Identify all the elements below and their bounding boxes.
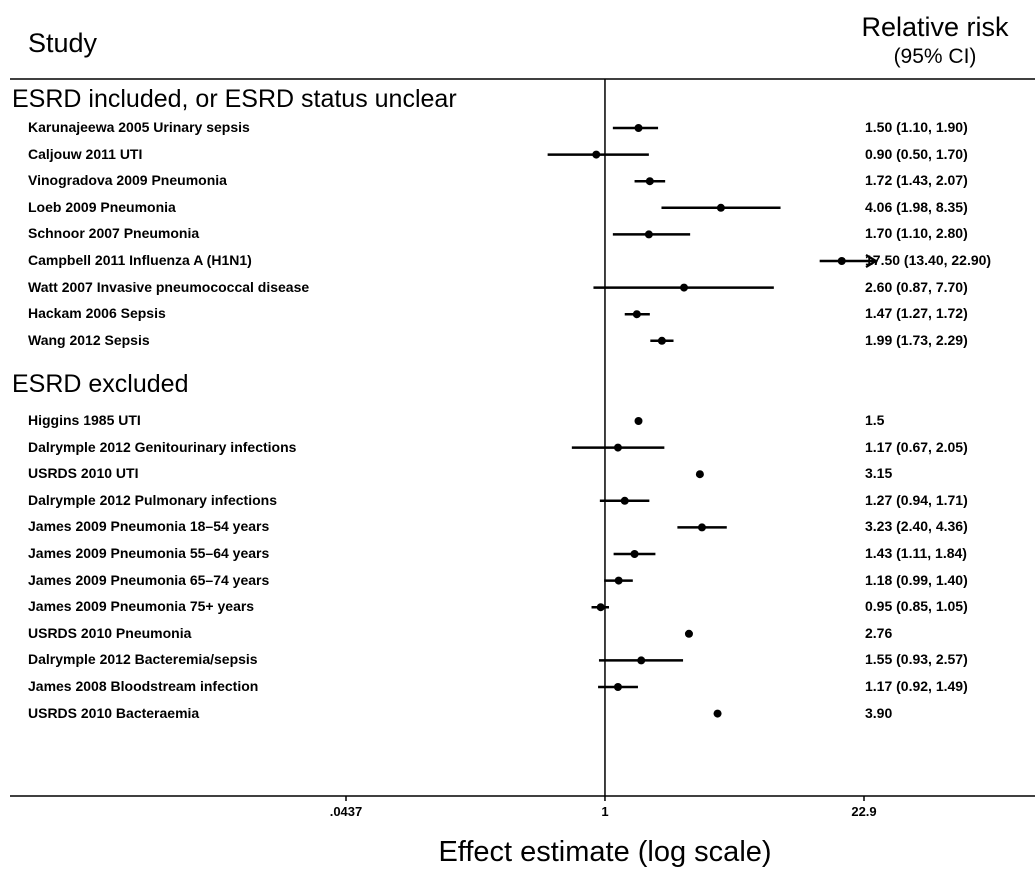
point-estimate-1-0 xyxy=(634,417,643,425)
estimate-label-1-1: 1.17 (0.67, 2.05) xyxy=(865,438,968,455)
estimate-label-0-3: 4.06 (1.98, 8.35) xyxy=(865,198,968,215)
study-label-0-0: Karunajeewa 2005 Urinary sepsis xyxy=(28,119,250,135)
estimate-label-1-6: 1.18 (0.99, 1.40) xyxy=(865,571,968,588)
estimate-label-0-8: 1.99 (1.73, 2.29) xyxy=(865,331,968,348)
x-tick-label-2: 22.9 xyxy=(851,804,877,819)
estimate-label-1-9: 1.55 (0.93, 2.57) xyxy=(865,651,968,668)
estimate-label-1-5: 1.43 (1.11, 1.84) xyxy=(865,545,967,561)
estimate-label-1-10: 1.17 (0.92, 1.49) xyxy=(865,678,968,694)
estimate-label-1-4: 3.23 (2.40, 4.36) xyxy=(865,518,968,535)
study-label-0-6: Watt 2007 Invasive pneumococcal disease xyxy=(28,278,310,295)
ci-arrow-0-5 xyxy=(865,254,879,268)
study-label-1-10: James 2008 Bloodstream infection xyxy=(28,678,259,694)
point-estimate-0-4 xyxy=(644,230,653,239)
ci-header: (95% CI) xyxy=(893,45,977,68)
study-label-1-6: James 2009 Pneumonia 65–74 years xyxy=(28,571,270,588)
estimate-label-1-7: 0.95 (0.85, 1.05) xyxy=(865,598,968,615)
point-estimate-0-0 xyxy=(634,124,643,132)
study-label-1-9: Dalrymple 2012 Bacteremia/sepsis xyxy=(28,651,258,668)
study-label-0-2: Vinogradova 2009 Pneumonia xyxy=(28,172,227,189)
estimate-label-0-2: 1.72 (1.43, 2.07) xyxy=(865,172,968,189)
study-label-0-8: Wang 2012 Sepsis xyxy=(28,331,150,348)
point-estimate-1-9 xyxy=(637,656,646,665)
point-estimate-1-11 xyxy=(713,709,722,718)
point-estimate-1-7 xyxy=(596,603,605,612)
estimate-label-0-4: 1.70 (1.10, 2.80) xyxy=(865,225,968,242)
section-title-0: ESRD included, or ESRD status unclear xyxy=(12,85,457,113)
estimate-label-0-7: 1.47 (1.27, 1.72) xyxy=(865,305,968,322)
study-label-1-0: Higgins 1985 UTI xyxy=(28,412,141,428)
point-estimate-0-3 xyxy=(716,203,725,212)
study-label-0-1: Caljouw 2011 UTI xyxy=(28,145,143,162)
estimate-label-1-11: 3.90 xyxy=(865,704,893,721)
x-tick-label-0: .0437 xyxy=(329,804,363,819)
study-label-1-2: USRDS 2010 UTI xyxy=(28,465,139,482)
study-label-1-8: USRDS 2010 Pneumonia xyxy=(28,624,192,641)
estimate-label-0-5: 17.50 (13.40, 22.90) xyxy=(865,252,992,268)
point-estimate-1-3 xyxy=(620,496,629,505)
point-estimate-0-2 xyxy=(645,177,654,186)
estimate-label-0-6: 2.60 (0.87, 7.70) xyxy=(865,278,968,295)
relative-risk-header: Relative risk xyxy=(861,12,1009,42)
point-estimate-0-8 xyxy=(657,336,666,345)
point-estimate-1-10 xyxy=(613,683,622,691)
study-label-1-7: James 2009 Pneumonia 75+ years xyxy=(28,598,255,615)
study-label-0-4: Schnoor 2007 Pneumonia xyxy=(28,225,200,242)
study-label-1-1: Dalrymple 2012 Genitourinary infections xyxy=(28,438,297,455)
estimate-label-1-2: 3.15 xyxy=(865,465,893,482)
point-estimate-1-1 xyxy=(613,443,622,452)
section-title-1: ESRD excluded xyxy=(12,370,189,398)
point-estimate-1-4 xyxy=(697,523,706,532)
study-label-1-11: USRDS 2010 Bacteraemia xyxy=(28,704,200,721)
point-estimate-1-8 xyxy=(684,629,693,638)
study-header: Study xyxy=(28,28,98,58)
estimate-label-1-8: 2.76 xyxy=(865,624,893,641)
estimate-label-0-0: 1.50 (1.10, 1.90) xyxy=(865,119,968,135)
point-estimate-0-1 xyxy=(592,150,601,159)
study-label-0-5: Campbell 2011 Influenza A (H1N1) xyxy=(28,252,252,268)
point-estimate-1-6 xyxy=(614,576,623,585)
estimate-label-1-0: 1.5 xyxy=(865,412,885,428)
x-tick-label-1: 1 xyxy=(601,804,609,819)
estimate-label-1-3: 1.27 (0.94, 1.71) xyxy=(865,491,968,508)
point-estimate-1-2 xyxy=(695,470,704,479)
study-label-1-3: Dalrymple 2012 Pulmonary infections xyxy=(28,491,277,508)
point-estimate-0-5 xyxy=(837,257,846,265)
study-label-1-5: James 2009 Pneumonia 55–64 years xyxy=(28,545,270,561)
x-axis-title: Effect estimate (log scale) xyxy=(438,836,772,868)
estimate-label-0-1: 0.90 (0.50, 1.70) xyxy=(865,145,968,162)
point-estimate-0-7 xyxy=(632,310,641,319)
study-label-0-7: Hackam 2006 Sepsis xyxy=(28,305,166,322)
point-estimate-1-5 xyxy=(630,550,639,558)
study-label-0-3: Loeb 2009 Pneumonia xyxy=(28,198,176,215)
point-estimate-0-6 xyxy=(680,283,689,292)
study-label-1-4: James 2009 Pneumonia 18–54 years xyxy=(28,518,270,535)
